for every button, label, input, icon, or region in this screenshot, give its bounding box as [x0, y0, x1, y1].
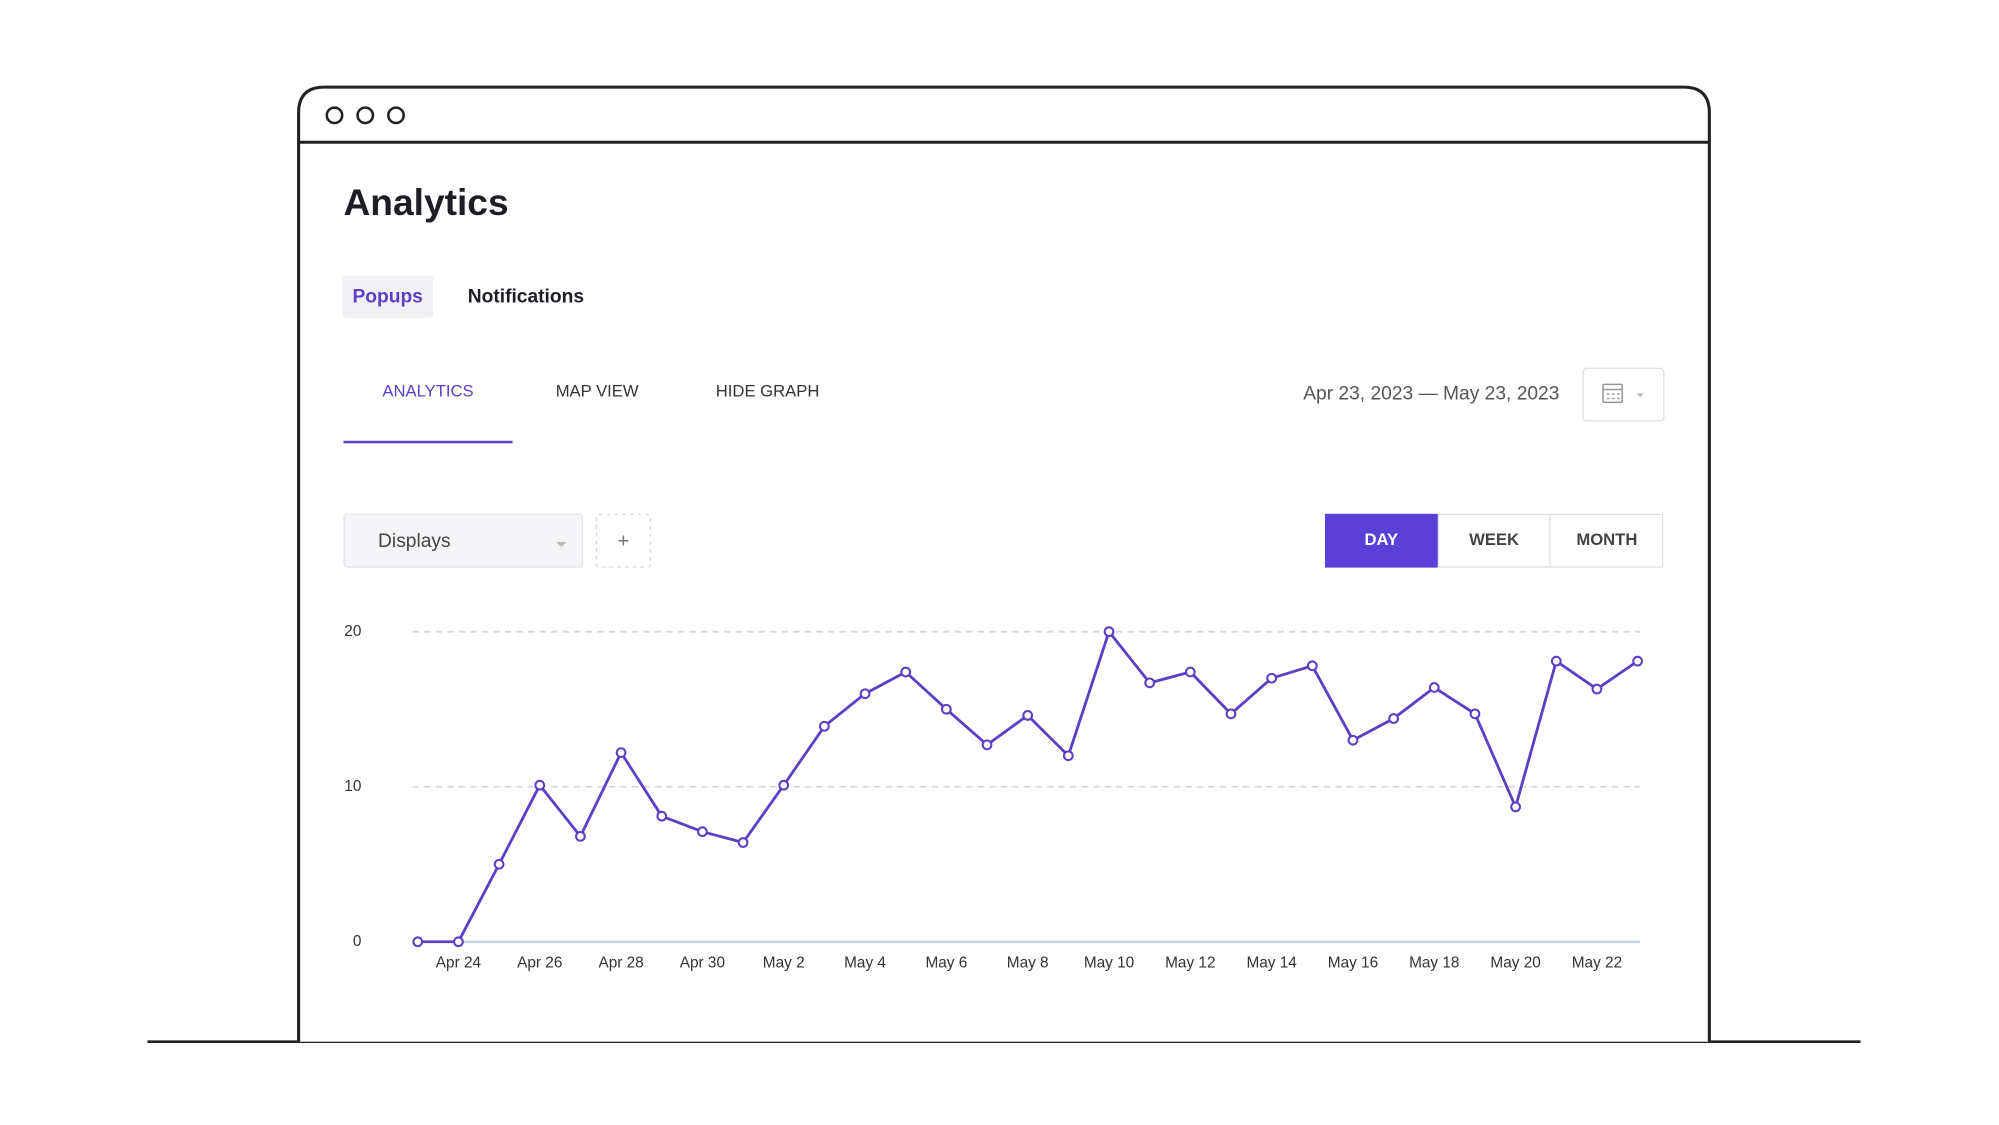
data-point: [656, 810, 668, 822]
x-tick-label: May 16: [1328, 955, 1378, 972]
data-point: [940, 703, 952, 715]
window-dot: [356, 106, 375, 125]
y-tick-label: 20: [344, 623, 361, 640]
view-tab[interactable]: ANALYTICS: [382, 381, 473, 400]
granularity-button[interactable]: [1549, 513, 1664, 568]
data-point: [819, 720, 830, 732]
data-point: [778, 779, 790, 791]
data-point: [453, 936, 464, 948]
window-dot: [325, 106, 344, 125]
data-point: [697, 826, 708, 838]
y-tick-label: 10: [344, 778, 361, 795]
chart: 0 10 20 Apr 24 Apr 26 Apr 28 Apr 30 May 2 May 4 M…: [344, 623, 1643, 972]
data-point: [412, 936, 424, 948]
window-dot: [387, 106, 405, 125]
data-point: [1062, 750, 1074, 762]
x-tick-label: May 2: [763, 955, 805, 972]
data-point: [1225, 708, 1237, 720]
x-tick-label: May 12: [1165, 955, 1215, 972]
data-point: [1469, 708, 1481, 720]
caret: [1636, 393, 1645, 398]
data-point: [1388, 713, 1400, 724]
data-point: [1266, 672, 1278, 684]
granularity-button[interactable]: [1437, 513, 1551, 568]
data-point: [534, 779, 546, 791]
x-tick-label: Apr 26: [517, 955, 562, 972]
data-point: [981, 739, 993, 751]
tab[interactable]: Notifications: [468, 286, 584, 307]
x-tick-label: May 20: [1490, 955, 1540, 972]
x-tick-label: May 14: [1246, 955, 1297, 972]
data-point: [1103, 626, 1115, 638]
metric-select-label: Displays: [378, 531, 451, 552]
x-tick-label: Apr 24: [436, 955, 482, 972]
caret: [556, 541, 567, 548]
data-point: [1550, 655, 1562, 667]
granularity-label: MONTH: [1576, 530, 1637, 549]
tab[interactable]: Popups: [352, 286, 422, 307]
tab-bg: [342, 275, 434, 318]
calendar-icon: [1602, 383, 1623, 404]
data-point: [1591, 683, 1603, 695]
add-button[interactable]: [595, 513, 651, 568]
data-point: [737, 837, 749, 848]
data-point: [1428, 682, 1440, 693]
data-point: [859, 688, 871, 700]
data-point: [1306, 660, 1318, 672]
view-tab[interactable]: MAP VIEW: [556, 381, 639, 400]
metric-select[interactable]: [343, 513, 584, 568]
data-point: [1184, 666, 1196, 678]
view-tab[interactable]: HIDE GRAPH: [716, 381, 820, 400]
granularity-label: DAY: [1365, 530, 1399, 549]
data-point: [900, 666, 912, 678]
y-tick-label: 0: [353, 933, 362, 950]
granularity-button-active[interactable]: [1324, 513, 1438, 568]
data-point: [615, 747, 627, 759]
x-tick-label: May 8: [1007, 955, 1049, 972]
date-range[interactable]: Apr 23, 2023 — May 23, 2023: [1303, 384, 1559, 405]
x-tick-label: May 22: [1572, 955, 1622, 972]
granularity-label: WEEK: [1469, 530, 1519, 549]
x-tick-label: Apr 30: [680, 955, 725, 972]
data-point: [575, 830, 586, 842]
data-point: [1022, 710, 1034, 721]
add-button-label: +: [617, 529, 629, 552]
data-point: [1510, 801, 1521, 813]
data-point: [1632, 655, 1643, 667]
x-tick-label: May 18: [1409, 955, 1459, 972]
data-point: [493, 858, 505, 870]
page-title: Analytics: [343, 181, 508, 223]
x-tick-label: May 6: [925, 955, 967, 972]
browser-frame: [297, 85, 1711, 1042]
data-point: [1347, 734, 1359, 746]
calendar-button[interactable]: [1582, 367, 1665, 422]
x-tick-label: Apr 28: [598, 955, 643, 972]
x-tick-label: May 4: [844, 955, 886, 972]
active-tab-underline: [343, 440, 513, 444]
data-point: [1144, 677, 1156, 689]
x-tick-label: May 10: [1084, 955, 1134, 972]
